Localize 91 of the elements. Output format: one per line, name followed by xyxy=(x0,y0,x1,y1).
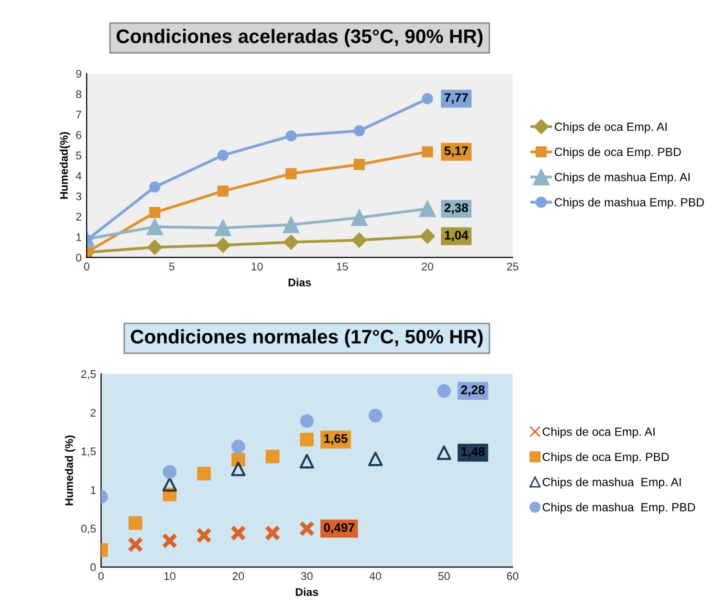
x-tick-label: 10 xyxy=(164,572,176,580)
point xyxy=(231,440,246,454)
point xyxy=(231,462,246,476)
point xyxy=(128,516,142,530)
y-tick-label: 5 xyxy=(76,152,82,160)
y-tick-label: 0 xyxy=(90,563,96,572)
y-tick-label: 1 xyxy=(90,486,96,494)
point xyxy=(419,200,436,218)
y-tick-label: 0,5 xyxy=(81,524,96,534)
data-label: 7,77 xyxy=(444,93,468,104)
legend-label: Chips de oca Emp. AI xyxy=(542,427,655,438)
point xyxy=(127,536,144,553)
y-tick-label: 0 xyxy=(76,254,82,262)
data-label: 0,497 xyxy=(324,523,354,534)
point xyxy=(422,93,433,104)
x-tick-label: 20 xyxy=(422,262,434,270)
y-tick-label: 2 xyxy=(90,408,96,417)
y-axis-title: Humedad (%) xyxy=(64,436,76,506)
point xyxy=(282,216,300,234)
chart-title: Condiciones normales (17°C, 50% HR) xyxy=(130,329,483,348)
y-tick-label: 1 xyxy=(76,233,82,242)
y-tick-label: 9 xyxy=(76,70,82,78)
point xyxy=(300,414,314,428)
point xyxy=(266,450,280,464)
legend-label: Chips de oca Emp. PBD xyxy=(542,452,669,464)
y-tick-label: 7 xyxy=(76,110,82,118)
y-tick-label: 4 xyxy=(76,172,82,180)
point xyxy=(149,181,160,193)
point xyxy=(354,125,365,136)
point xyxy=(436,445,452,460)
point xyxy=(162,477,177,492)
point xyxy=(217,150,229,161)
point xyxy=(196,527,212,544)
point xyxy=(146,218,164,236)
x-tick-label: 50 xyxy=(438,572,450,580)
point xyxy=(215,238,231,253)
x-tick-label: 10 xyxy=(252,262,263,270)
x-tick-label: 5 xyxy=(169,262,174,270)
point xyxy=(286,168,297,180)
point xyxy=(354,158,365,170)
point xyxy=(231,452,246,467)
point xyxy=(149,206,160,218)
point xyxy=(300,454,314,468)
x-tick-label: 20 xyxy=(232,572,244,580)
point xyxy=(197,466,211,480)
point xyxy=(298,520,315,537)
data-label: 1,04 xyxy=(444,230,468,242)
point xyxy=(368,408,382,422)
x-tick-label: 60 xyxy=(507,572,518,580)
data-label: 1,48 xyxy=(461,447,485,458)
legend-label: Chips de mashua Emp. AI xyxy=(554,172,690,184)
x-tick-label: 30 xyxy=(301,572,313,580)
data-label: 5,17 xyxy=(444,146,468,157)
y-tick-label: 3 xyxy=(76,192,82,200)
point xyxy=(350,209,368,226)
point xyxy=(368,452,383,466)
x-axis-title: Dias xyxy=(296,588,318,596)
x-axis-title: Dias xyxy=(288,278,311,286)
point xyxy=(214,220,232,236)
x-tick-label: 40 xyxy=(370,572,382,580)
legend-label: Chips de mashua Emp. PBD xyxy=(542,502,696,514)
point xyxy=(437,384,451,398)
data-label: 1,65 xyxy=(324,434,348,445)
data-label: 2,28 xyxy=(461,385,485,396)
point xyxy=(162,532,178,549)
point xyxy=(300,432,314,446)
x-tick-label: 0 xyxy=(98,572,104,580)
y-axis-title: Humedad(%) xyxy=(60,132,70,199)
point xyxy=(352,232,367,248)
point xyxy=(162,465,177,479)
point xyxy=(230,525,246,541)
y-tick-label: 2 xyxy=(76,212,82,221)
point xyxy=(284,234,299,250)
legend-label: Chips de oca Emp. PBD xyxy=(554,147,681,158)
point xyxy=(147,240,162,255)
point xyxy=(420,228,435,244)
point xyxy=(264,525,280,541)
x-tick-label: 15 xyxy=(336,262,348,270)
point xyxy=(217,185,229,197)
y-tick-label: 8 xyxy=(76,90,82,98)
point xyxy=(286,130,297,142)
y-tick-label: 1,5 xyxy=(82,448,96,457)
y-tick-label: 2,5 xyxy=(81,370,96,380)
point xyxy=(422,146,433,158)
legend-label: Chips de mashua Emp. PBD xyxy=(554,198,704,209)
legend-label: Chips de mashua Emp. AI xyxy=(542,478,681,489)
y-tick-label: 6 xyxy=(76,131,82,139)
chart-title: Condiciones aceleradas (35°C, 90% HR) xyxy=(116,28,482,48)
data-label: 2,38 xyxy=(444,203,468,214)
legend-label: Chips de oca Emp. AI xyxy=(554,122,667,134)
x-tick-label: 25 xyxy=(507,262,518,270)
